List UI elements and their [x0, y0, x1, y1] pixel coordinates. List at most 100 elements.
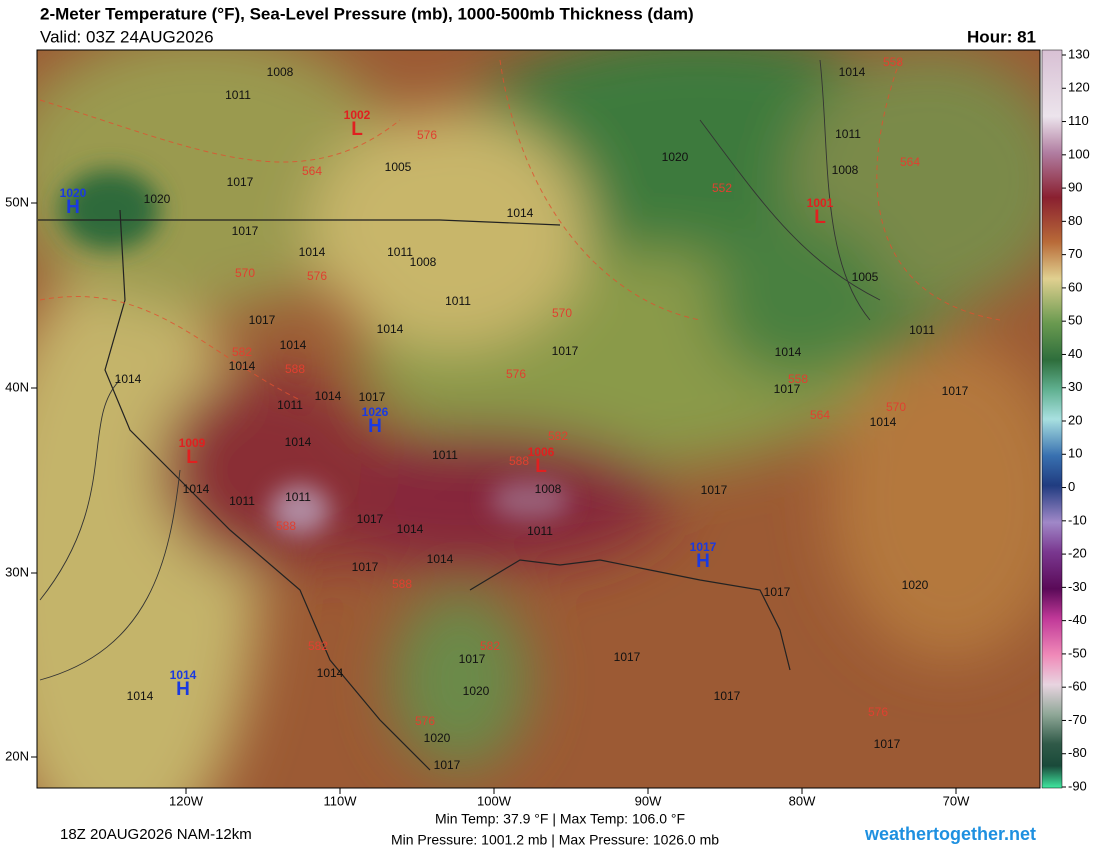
colorbar-label: 0 [1068, 479, 1075, 494]
isobar-label: 1017 [357, 512, 384, 526]
isobar-label: 1017 [874, 737, 901, 751]
pressure-range: Min Pressure: 1001.2 mb | Max Pressure: … [391, 832, 719, 848]
isobar-label: 1020 [662, 150, 689, 164]
thickness-label: 576 [415, 714, 435, 728]
isobar-label: 1011 [277, 398, 303, 412]
lon-label: 90W [635, 793, 662, 808]
isobar-label: 1008 [832, 163, 859, 177]
isobar-label: 1011 [225, 88, 251, 102]
isobar-label: 1017 [714, 689, 741, 703]
isobar-label: 1017 [942, 384, 969, 398]
pressure-center-letter: L [535, 456, 547, 477]
colorbar-label: 20 [1068, 412, 1082, 427]
isobar-label: 1017 [232, 224, 259, 238]
colorbar-label: 90 [1068, 180, 1082, 195]
thickness-label: 582 [232, 345, 252, 359]
colorbar-label: -50 [1068, 645, 1087, 660]
colorbar-label: 40 [1068, 346, 1082, 361]
colorbar-label: 130 [1068, 46, 1090, 61]
isobar-label: 1014 [870, 415, 897, 429]
pressure-center-letter: H [696, 551, 710, 572]
isobar-label: 1014 [280, 338, 307, 352]
isobar-label: 1011 [835, 127, 861, 141]
thickness-label: 582 [480, 639, 500, 653]
thickness-lines [39, 59, 1001, 401]
thickness-label: 588 [276, 519, 296, 533]
colorbar-label: 110 [1068, 113, 1089, 128]
pressure-center-letter: H [176, 679, 190, 700]
isobar-label: 1017 [552, 344, 579, 358]
thickness-label: 582 [308, 639, 328, 653]
isobar-label: 1014 [285, 435, 312, 449]
colorbar-label: -80 [1068, 745, 1087, 760]
thickness-label: 588 [392, 577, 412, 591]
isobar-label: 1017 [614, 650, 641, 664]
isobar-label: 1014 [839, 65, 866, 79]
isobar-label: 1014 [317, 666, 344, 680]
colorbar-label: -90 [1068, 778, 1087, 793]
colorbar-label: -70 [1068, 712, 1087, 727]
isobar-label: 1017 [434, 758, 461, 772]
colorbar-label: 10 [1068, 446, 1082, 461]
isobar-label: 1020 [902, 578, 929, 592]
pressure-center-value: 1006 [528, 445, 555, 459]
thickness-label: 558 [788, 372, 808, 386]
isobar-label: 1014 [507, 206, 534, 220]
lat-label: 20N [5, 748, 29, 763]
isobars [39, 59, 881, 681]
isobar-label: 1020 [144, 192, 171, 206]
isobar-label: 1005 [852, 270, 879, 284]
colorbar-label: 100 [1068, 146, 1090, 161]
thickness-label: 588 [285, 362, 305, 376]
lat-label: 30N [5, 564, 29, 579]
thickness-label: 576 [417, 128, 437, 142]
isobar-label: 1020 [463, 684, 490, 698]
isobar-label: 1008 [410, 255, 437, 269]
isobar-label: 1011 [527, 524, 553, 538]
thickness-label: 576 [868, 705, 888, 719]
isobar-label: 1011 [285, 490, 311, 504]
model-run: 18Z 20AUG2026 NAM-12km [60, 826, 252, 843]
pressure-center-letter: H [368, 416, 382, 437]
pressure-center-value: 1002 [344, 108, 371, 122]
isobar-label: 1014 [299, 245, 326, 259]
isobar-label: 1020 [424, 731, 451, 745]
isobar-label: 1017 [249, 313, 276, 327]
isobar-label: 1011 [229, 494, 255, 508]
thickness-label: 576 [307, 269, 327, 283]
lon-label: 120W [169, 793, 204, 808]
isobar-label: 1014 [127, 689, 154, 703]
isobar-label: 1014 [775, 345, 802, 359]
lat-label: 40N [5, 379, 29, 394]
isobar-label: 1014 [183, 482, 210, 496]
thickness-label: 570 [886, 400, 906, 414]
pressure-center-letter: L [186, 447, 198, 468]
colorbar-label: 120 [1068, 80, 1090, 95]
thickness-label: 552 [712, 181, 732, 195]
thickness-label: 576 [506, 367, 526, 381]
isobar-label: 1011 [432, 448, 458, 462]
isobar-label: 1011 [387, 245, 413, 259]
map-title: 2-Meter Temperature (°F), Sea-Level Pres… [40, 4, 694, 23]
lon-label: 110W [324, 793, 358, 808]
site-credit: weathertogether.net [864, 824, 1036, 844]
lon-label: 100W [477, 793, 512, 808]
pressure-center-value: 1009 [179, 436, 206, 450]
isobar-label: 1008 [535, 482, 562, 496]
lon-label: 70W [943, 793, 970, 808]
isobar-label: 1014 [427, 552, 454, 566]
colorbar-label: -10 [1068, 512, 1087, 527]
pressure-center-value: 1026 [362, 405, 389, 419]
thickness-label: 564 [900, 155, 920, 169]
colorbar-label: -20 [1068, 546, 1087, 561]
lon-label: 80W [789, 793, 816, 808]
thickness-label: 564 [810, 408, 830, 422]
isobar-label: 1011 [909, 323, 935, 337]
colorbar-label: -40 [1068, 612, 1087, 627]
isobar-label: 1017 [774, 382, 801, 396]
isobar-label: 1017 [359, 390, 386, 404]
isobar-label: 1014 [115, 372, 142, 386]
isobar-label: 1017 [701, 483, 728, 497]
